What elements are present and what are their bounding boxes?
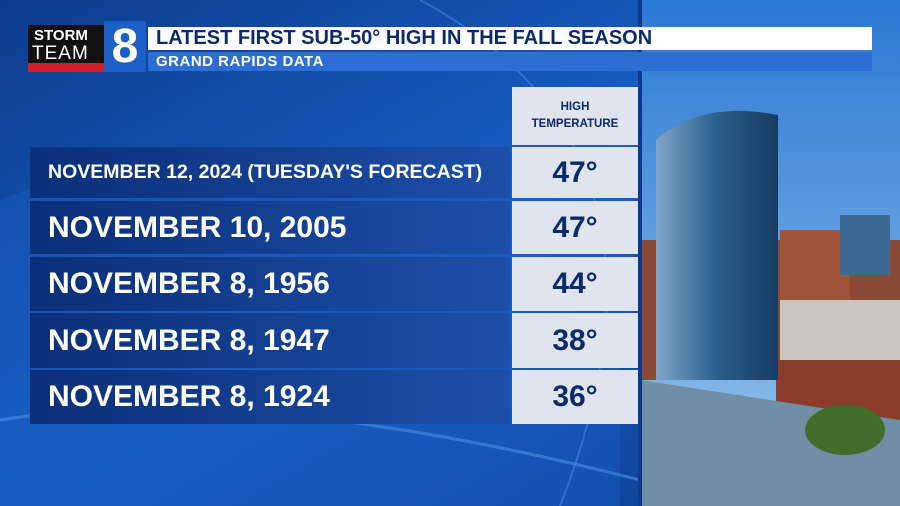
column-header-line: TEMPERATURE xyxy=(531,118,619,130)
temperature-cell: 44° xyxy=(512,257,638,311)
date-cell: NOVEMBER 8, 1947 xyxy=(30,313,510,368)
date-cell: NOVEMBER 8, 1956 xyxy=(30,257,510,311)
temperature-cell: 47° xyxy=(512,201,638,254)
temperature-cell: 47° xyxy=(512,147,638,198)
date-cell: NOVEMBER 10, 2005 xyxy=(30,201,510,254)
title: LATEST FIRST SUB-50° HIGH IN THE FALL SE… xyxy=(148,27,872,50)
date-cell: NOVEMBER 8, 1924 xyxy=(30,370,510,424)
temperature-cell: 38° xyxy=(512,313,638,368)
subtitle: GRAND RAPIDS DATA xyxy=(148,52,872,71)
logo: STORM TEAM 8 xyxy=(28,21,146,73)
logo-number: 8 xyxy=(104,21,146,73)
column-header: HIGH TEMPERATURE xyxy=(512,87,638,145)
logo-text: STORM xyxy=(34,27,88,44)
logo-stripe xyxy=(28,63,146,72)
column-header-line: HIGH xyxy=(560,101,590,113)
date-cell: NOVEMBER 12, 2024 (TUESDAY'S FORECAST) xyxy=(30,147,510,198)
temperature-cell: 36° xyxy=(512,370,638,424)
logo-text: TEAM xyxy=(32,43,89,64)
